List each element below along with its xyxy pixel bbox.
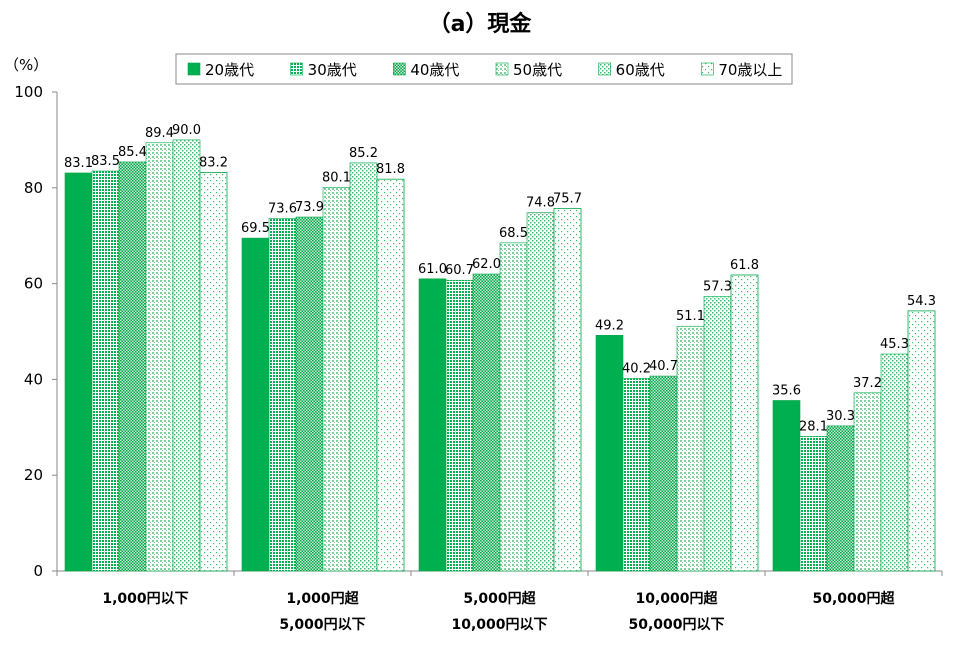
data-label: 85.2 [349, 146, 378, 161]
legend-box [175, 53, 793, 85]
legend-label: 70歳以上 [718, 61, 782, 79]
data-label: 83.1 [64, 156, 93, 171]
bar [826, 425, 855, 572]
data-label: 90.0 [172, 123, 201, 138]
legend-label: 30歳代 [308, 61, 357, 79]
bar [199, 172, 228, 572]
bar [118, 161, 147, 572]
data-label: 51.1 [676, 309, 705, 324]
legend-swatch [495, 62, 509, 76]
data-label: 54.3 [907, 294, 936, 309]
legend-swatch [701, 62, 714, 76]
bar [907, 310, 936, 572]
data-label: 68.5 [499, 226, 528, 241]
category-label: 10,000円以下 [451, 617, 547, 633]
bar [676, 325, 705, 572]
y-tick-label: 80 [24, 179, 43, 197]
category-label: 50,000円超 [812, 590, 895, 607]
category-labels: 1,000円以下 1,000円超 5,000円以下 5,000円超 10,000円以下 1… [102, 590, 895, 633]
bar [418, 278, 447, 572]
category-label: 10,000円超 [635, 590, 718, 607]
legend-swatch [290, 62, 303, 76]
data-label: 57.3 [703, 280, 732, 295]
y-tick-label: 100 [14, 83, 43, 101]
data-label: 73.9 [295, 200, 324, 215]
data-label: 62.0 [472, 257, 501, 272]
data-label: 40.2 [622, 361, 651, 376]
bar [91, 170, 120, 572]
category-label: 5,000円以下 [279, 617, 365, 633]
legend-swatch [598, 62, 611, 76]
data-label: 60.7 [445, 263, 474, 278]
data-label: 28.1 [799, 419, 828, 434]
bar [64, 172, 93, 572]
category-label: 1,000円以下 [102, 591, 188, 607]
bar [649, 375, 678, 572]
bar [730, 274, 759, 572]
data-label: 30.3 [826, 409, 855, 424]
bars [64, 139, 936, 572]
data-label: 89.4 [145, 126, 174, 141]
category-label: 1,000円超 [286, 590, 359, 607]
bar [595, 335, 624, 572]
bar [172, 139, 201, 572]
data-label: 35.6 [772, 383, 801, 398]
y-tick-label: 0 [33, 562, 43, 580]
y-tick-label: 40 [24, 370, 43, 388]
category-label: 50,000円以下 [628, 617, 724, 633]
y-axis-unit-label: （%） [4, 56, 48, 74]
data-label: 69.5 [241, 221, 270, 236]
bar [799, 436, 828, 572]
bar [853, 392, 882, 572]
y-tick-label: 60 [24, 275, 43, 293]
legend-label: 50歳代 [513, 61, 562, 79]
category-label: 5,000円超 [463, 590, 536, 607]
y-tick-label: 20 [24, 466, 43, 484]
data-label: 61.8 [730, 258, 759, 273]
data-label: 49.2 [595, 318, 624, 333]
data-label: 37.2 [853, 376, 882, 391]
legend-label: 60歳代 [616, 61, 665, 79]
legend: 20歳代 30歳代 40歳代 50歳代 60歳代 70歳以上 [175, 53, 793, 85]
bar [349, 162, 378, 572]
data-labels: 83.183.585.4 89.490.0 83.2 69.5 73.673.9 80.1… [64, 123, 936, 435]
data-label: 40.7 [649, 359, 678, 374]
legend-swatch [187, 62, 201, 76]
bar [880, 353, 909, 572]
data-label: 85.4 [118, 145, 147, 160]
legend-swatch [393, 62, 406, 76]
data-label: 75.7 [553, 191, 582, 206]
data-label: 74.8 [526, 196, 555, 211]
data-label: 83.5 [91, 154, 120, 169]
bar [268, 218, 297, 572]
bar [241, 237, 270, 572]
data-label: 83.2 [199, 155, 228, 170]
data-label: 73.6 [268, 201, 297, 216]
data-label: 61.0 [418, 262, 447, 277]
legend-label: 40歳代 [410, 61, 459, 79]
bar [772, 400, 801, 572]
bar [703, 296, 732, 572]
bar [145, 142, 174, 572]
bar [622, 378, 651, 572]
bar [322, 187, 351, 572]
bar [553, 207, 582, 572]
data-label: 81.8 [376, 162, 405, 177]
bar [499, 242, 528, 572]
bar [445, 279, 474, 572]
bar [472, 273, 501, 572]
legend-label: 20歳代 [205, 61, 254, 79]
data-label: 45.3 [880, 337, 909, 352]
bar [295, 216, 324, 572]
bar [376, 178, 405, 572]
bar [526, 212, 555, 572]
chart-title: （a）現金 [429, 11, 533, 37]
data-label: 80.1 [322, 170, 351, 185]
